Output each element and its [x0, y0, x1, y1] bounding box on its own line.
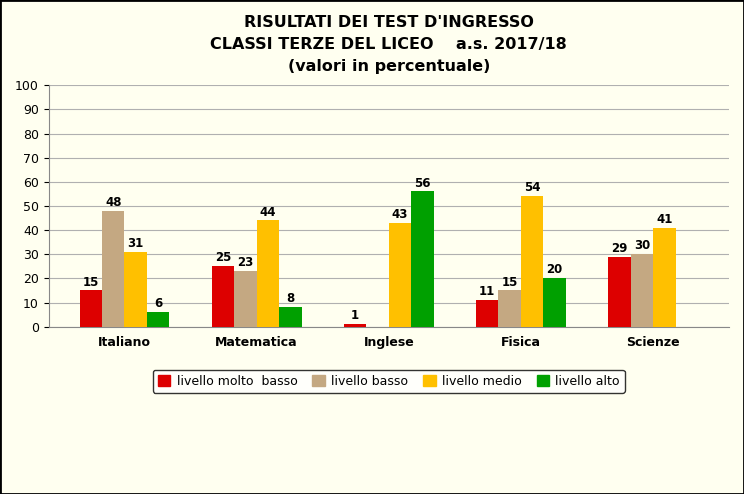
Bar	[344, 324, 366, 327]
Bar	[498, 290, 521, 327]
Text: 11: 11	[479, 285, 496, 298]
Text: 48: 48	[105, 196, 121, 209]
Text: 15: 15	[501, 276, 518, 288]
Bar	[212, 266, 234, 327]
Bar	[608, 257, 631, 327]
Title: RISULTATI DEI TEST D'INGRESSO
CLASSI TERZE DEL LICEO    a.s. 2017/18
(valori in : RISULTATI DEI TEST D'INGRESSO CLASSI TER…	[211, 15, 567, 75]
Bar	[147, 312, 170, 327]
Text: 44: 44	[260, 206, 276, 218]
Bar	[631, 254, 653, 327]
Bar	[124, 252, 147, 327]
Bar	[411, 192, 434, 327]
Bar	[279, 307, 301, 327]
Text: 54: 54	[524, 181, 540, 195]
Legend: livello molto  basso, livello basso, livello medio, livello alto: livello molto basso, livello basso, live…	[153, 370, 625, 393]
Bar	[476, 300, 498, 327]
Text: 8: 8	[286, 292, 295, 305]
Text: 41: 41	[656, 213, 673, 226]
Text: 56: 56	[414, 176, 431, 190]
Text: 29: 29	[612, 242, 628, 255]
Text: 6: 6	[154, 297, 162, 310]
Bar	[653, 228, 676, 327]
Text: 1: 1	[351, 309, 359, 322]
Text: 23: 23	[237, 256, 254, 269]
Bar	[102, 211, 124, 327]
Text: 30: 30	[634, 239, 650, 252]
Bar	[234, 271, 257, 327]
Text: 31: 31	[127, 237, 144, 250]
Bar	[543, 279, 566, 327]
Bar	[80, 290, 102, 327]
Text: 43: 43	[392, 208, 408, 221]
Bar	[257, 220, 279, 327]
Text: 20: 20	[547, 263, 562, 277]
Bar	[521, 196, 543, 327]
Bar	[389, 223, 411, 327]
Text: 15: 15	[83, 276, 99, 288]
Text: 25: 25	[215, 251, 231, 264]
